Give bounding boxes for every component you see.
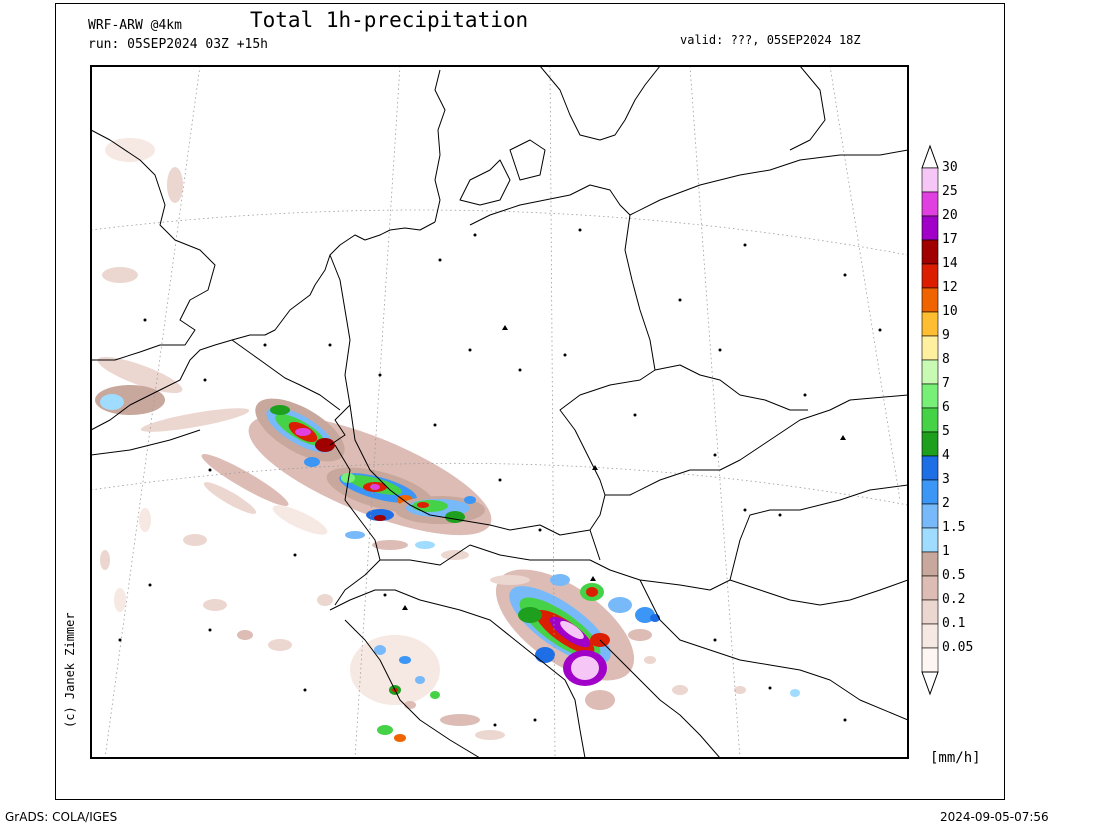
coastlines-and-borders xyxy=(91,66,908,758)
colorbar-swatch-5 xyxy=(921,431,939,457)
colorbar-label-2: 2 xyxy=(942,496,950,511)
colorbar-label-3: 3 xyxy=(942,472,950,487)
colorbar-swatch-10 xyxy=(921,311,939,337)
colorbar-swatch-2 xyxy=(921,503,939,529)
map-border xyxy=(90,65,909,759)
colorbar-label-0.05: 0.05 xyxy=(942,640,974,655)
colorbar-swatch-6 xyxy=(921,407,939,433)
colorbar-swatch-25 xyxy=(921,191,939,217)
colorbar-label-0.1: 0.1 xyxy=(942,616,966,631)
colorbar-swatch-0.5 xyxy=(921,575,939,601)
colorbar-label-1: 1 xyxy=(942,544,950,559)
colorbar-swatch-4 xyxy=(921,455,939,481)
colorbar-swatch-0.05 xyxy=(921,647,939,673)
colorbar-swatch-9 xyxy=(921,335,939,361)
colorbar-bottom-arrow xyxy=(921,671,939,696)
colorbar-label-4: 4 xyxy=(942,448,950,463)
units-label: [mm/h] xyxy=(930,750,981,766)
colorbar-swatch-3 xyxy=(921,479,939,505)
colorbar-swatch-8 xyxy=(921,359,939,385)
colorbar-swatch-20 xyxy=(921,215,939,241)
colorbar-label-8: 8 xyxy=(942,352,950,367)
colorbar-label-20: 20 xyxy=(942,208,958,223)
colorbar-label-14: 14 xyxy=(942,256,958,271)
colorbar-swatch-17 xyxy=(921,239,939,265)
colorbar-swatch-14 xyxy=(921,263,939,289)
valid-time-label: valid: ???, 05SEP2024 18Z xyxy=(680,33,861,47)
run-label: run: 05SEP2024 03Z +15h xyxy=(88,37,269,52)
precipitation-field xyxy=(95,138,800,742)
colorbar-swatch-7 xyxy=(921,383,939,409)
model-label: WRF-ARW @4km xyxy=(88,18,182,33)
colorbar-label-17: 17 xyxy=(942,232,958,247)
timestamp-footer: 2024-09-05-07:56 xyxy=(940,810,1049,824)
colorbar-label-0.2: 0.2 xyxy=(942,592,966,607)
colorbar-swatch-1 xyxy=(921,551,939,577)
colorbar-label-25: 25 xyxy=(942,184,958,199)
plot-frame xyxy=(55,3,1005,800)
colorbar-swatch-30 xyxy=(921,167,939,193)
colorbar-label-0.5: 0.5 xyxy=(942,568,966,583)
colorbar-swatch-0.2 xyxy=(921,599,939,625)
colorbar-label-1.5: 1.5 xyxy=(942,520,966,535)
city-markers xyxy=(118,228,882,727)
colorbar-label-10: 10 xyxy=(942,304,958,319)
colorbar-label-7: 7 xyxy=(942,376,950,391)
colorbar-label-5: 5 xyxy=(942,424,950,439)
colorbar-swatch-0.1 xyxy=(921,623,939,649)
colorbar-label-6: 6 xyxy=(942,400,950,415)
colorbar-label-30: 30 xyxy=(942,160,958,175)
colorbar xyxy=(921,144,939,696)
colorbar-swatch-1.5 xyxy=(921,527,939,553)
colorbar-top-arrow xyxy=(921,144,939,169)
map-title: Total 1h-precipitation xyxy=(250,8,529,32)
colorbar-swatch-12 xyxy=(921,287,939,313)
grads-footer: GrADS: COLA/IGES xyxy=(5,810,118,824)
colorbar-label-12: 12 xyxy=(942,280,958,295)
colorbar-label-9: 9 xyxy=(942,328,950,343)
